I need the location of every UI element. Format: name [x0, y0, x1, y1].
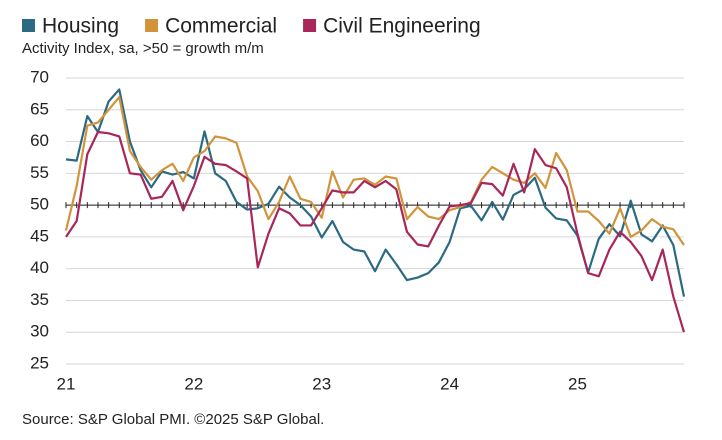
x-tick-label: 22: [184, 374, 203, 393]
legend-swatch: [303, 19, 317, 32]
y-tick-label: 35: [30, 290, 49, 309]
y-tick-label: 30: [30, 322, 49, 341]
source-note: Source: S&P Global PMI. ©2025 S&P Global…: [22, 411, 324, 428]
legend-swatch: [22, 19, 35, 32]
x-tick-label: 21: [57, 374, 76, 393]
y-tick-label: 65: [30, 99, 49, 118]
series-line: [64, 95, 685, 246]
legend-label: Housing: [42, 15, 119, 38]
series-line: [65, 88, 686, 297]
y-tick-label: 50: [30, 195, 49, 214]
y-tick-label: 55: [30, 163, 49, 182]
series-line: [65, 130, 686, 333]
legend-swatch: [145, 19, 159, 32]
x-tick-label: 25: [568, 374, 587, 393]
y-tick-label: 60: [30, 131, 49, 150]
y-tick-label: 25: [30, 353, 49, 372]
x-tick-label: 23: [312, 374, 331, 393]
x-tick-label: 24: [440, 374, 459, 393]
y-tick-label: 70: [30, 67, 49, 86]
y-tick-label: 40: [30, 258, 49, 277]
chart-subtitle: Activity Index, sa, >50 = growth m/m: [22, 40, 264, 57]
legend-label: Civil Engineering: [323, 15, 481, 38]
y-tick-label: 45: [30, 226, 49, 245]
legend-label: Commercial: [165, 15, 277, 38]
